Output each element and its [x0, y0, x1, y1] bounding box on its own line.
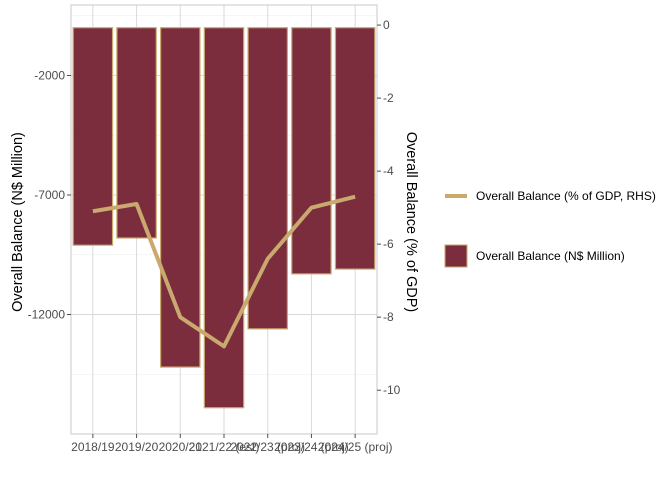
x-tick-label: 2024/25 (proj) — [318, 440, 393, 454]
legend-key-bar — [444, 244, 468, 268]
line-series — [92, 194, 356, 349]
y2-tick-label: -2 — [383, 91, 394, 105]
x-tick-label: 2021/22 (est) — [189, 440, 260, 454]
x-tick-label: 2020/21 — [159, 440, 203, 454]
y2-tick-label: 0 — [383, 18, 390, 32]
y-tick-label: -12000 — [28, 308, 66, 322]
legend-label: Overall Balance (N$ Million) — [476, 249, 625, 263]
y2-tick-label: -8 — [383, 310, 394, 324]
x-tick-label: 2022/23 (proj) — [230, 440, 305, 454]
y2-tick-label: -4 — [383, 164, 394, 178]
y2-tick-label: -10 — [383, 383, 401, 397]
legend: Overall Balance (% of GDP, RHS) Overall B… — [444, 189, 656, 268]
y2-tick-label: -6 — [383, 237, 394, 251]
legend-item-line: Overall Balance (% of GDP, RHS) — [445, 189, 656, 203]
bar — [247, 27, 288, 330]
y-tick-label: -7000 — [34, 188, 65, 202]
bar — [334, 27, 376, 270]
legend-item-bar: Overall Balance (N$ Million) — [444, 244, 625, 268]
chart-marks — [72, 27, 376, 409]
bar — [291, 27, 332, 275]
legend-label: Overall Balance (% of GDP, RHS) — [476, 189, 656, 203]
x-tick-label: 2019/20 — [115, 440, 159, 454]
bar — [203, 27, 245, 409]
chart-axes: -2000 -7000 -12000 0 -2 -4 -6 -8 -10 2018/19 2019/… — [28, 18, 401, 454]
y-tick-label: -2000 — [34, 69, 65, 83]
bar — [160, 27, 201, 368]
x-tick-label: 2023/24 (proj) — [274, 440, 349, 454]
x-tick-label: 2018/19 — [71, 440, 115, 454]
bar — [72, 27, 114, 246]
y-axis-title: Overall Balance (N$ Million) — [10, 132, 26, 312]
y2-axis-title: Overall Balance (% of GDP) — [403, 132, 419, 313]
